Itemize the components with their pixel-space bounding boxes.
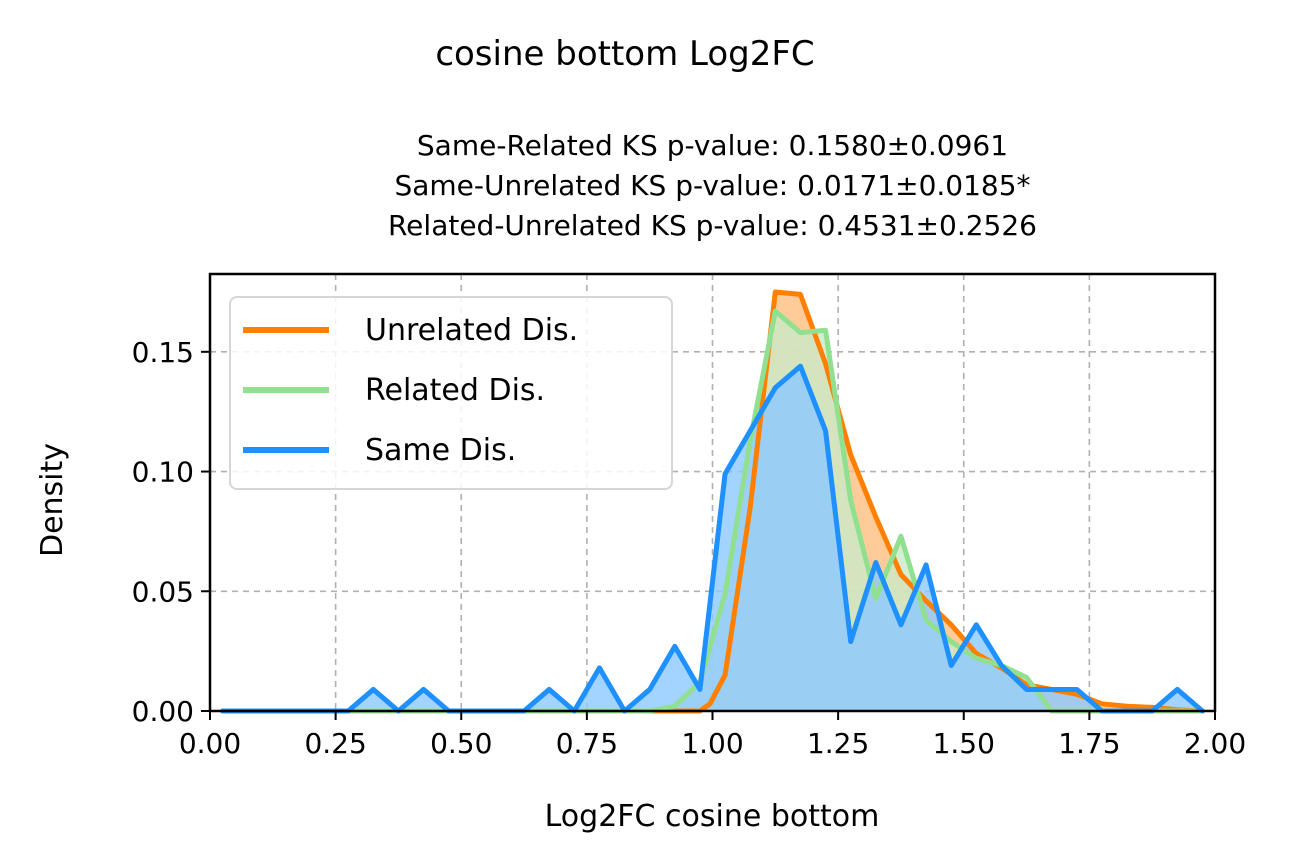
y-tick-label-1: 0.05 [132, 575, 194, 608]
legend: Unrelated Dis. Related Dis. Same Dis. [229, 296, 673, 490]
series-line-0 [220, 289, 1205, 714]
subtitle-line-3: Related-Unrelated KS p-value: 0.4531±0.2… [387, 209, 1037, 242]
y-axis-label: Density [35, 443, 70, 557]
legend-swatch-same [243, 447, 329, 453]
legend-item-related: Related Dis. [243, 370, 545, 410]
y-tick-label-2: 0.10 [132, 456, 194, 489]
x-tick-label-6: 1.50 [933, 727, 995, 760]
chart-title: cosine bottom Log2FC [435, 34, 815, 74]
x-tick-label-4: 1.00 [681, 727, 743, 760]
y-tick-label-3: 0.15 [132, 336, 194, 369]
x-tick-label-1: 0.25 [304, 727, 366, 760]
x-tick-label-3: 0.75 [556, 727, 618, 760]
x-axis-label: Log2FC cosine bottom [545, 799, 880, 834]
x-tick-label-8: 2.00 [1184, 727, 1246, 760]
subtitle-line-2: Same-Unrelated KS p-value: 0.0171±0.0185… [394, 169, 1031, 202]
y-tick-label-0: 0.00 [132, 695, 194, 728]
legend-label-related: Related Dis. [365, 372, 546, 408]
x-tick-label-0: 0.00 [179, 727, 241, 760]
legend-label-unrelated: Unrelated Dis. [365, 312, 579, 348]
legend-swatch-unrelated [243, 327, 329, 333]
x-tick-label-7: 1.75 [1058, 727, 1120, 760]
legend-swatch-related [243, 387, 329, 393]
legend-item-unrelated: Unrelated Dis. [243, 310, 578, 350]
legend-item-same: Same Dis. [243, 430, 516, 470]
legend-label-same: Same Dis. [365, 432, 517, 468]
x-tick-label-2: 0.50 [430, 727, 492, 760]
x-tick-label-5: 1.25 [807, 727, 869, 760]
subtitle-line-1: Same-Related KS p-value: 0.1580±0.0961 [416, 129, 1009, 162]
